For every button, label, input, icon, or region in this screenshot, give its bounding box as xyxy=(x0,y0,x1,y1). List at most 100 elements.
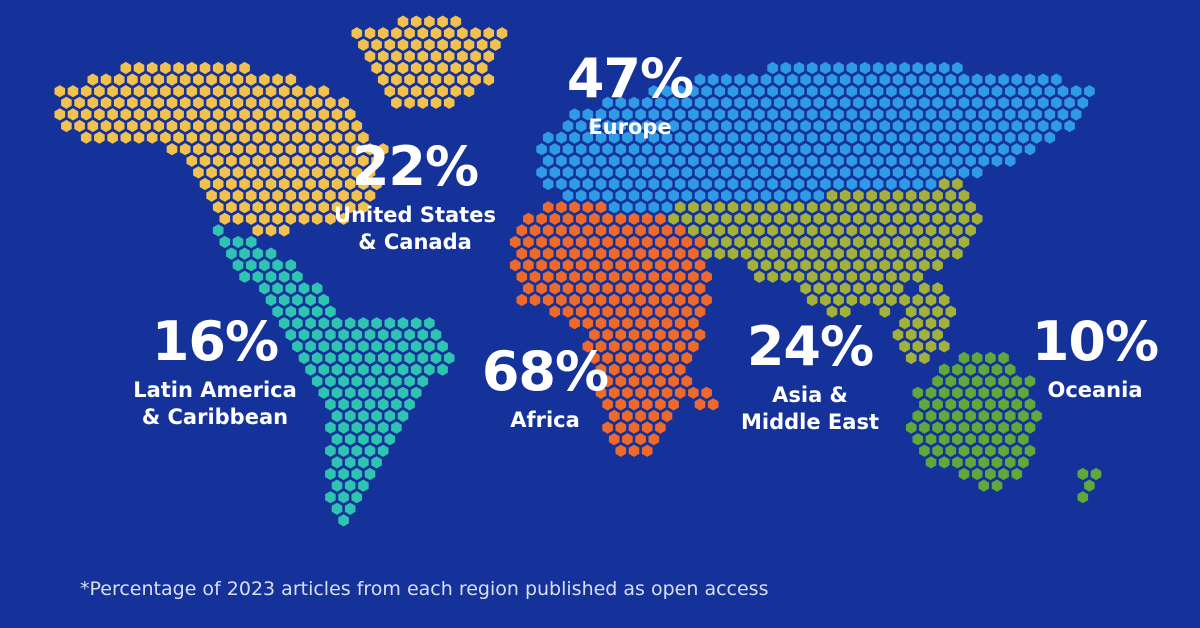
hex-cell xyxy=(872,61,884,75)
hex-cell xyxy=(1037,119,1049,133)
hex-cell xyxy=(952,108,963,121)
hex-cell xyxy=(879,166,891,179)
hex-cell xyxy=(760,119,772,133)
hex-cell xyxy=(206,119,217,133)
hex-cell xyxy=(589,235,600,249)
hex-cell xyxy=(575,259,587,272)
hex-cell xyxy=(912,224,924,237)
hex-cell xyxy=(549,235,561,249)
hex-cell xyxy=(806,177,818,191)
hex-cell xyxy=(780,247,792,260)
hex-cell xyxy=(701,154,712,167)
hex-cell xyxy=(635,154,646,167)
hex-cell xyxy=(688,270,699,283)
hex-cell xyxy=(635,317,646,330)
hex-cell xyxy=(265,270,277,283)
hex-cell xyxy=(872,177,884,191)
hex-cell xyxy=(351,467,363,481)
hex-cell xyxy=(377,143,389,156)
hex-cell xyxy=(925,340,937,353)
hex-cell xyxy=(932,143,943,156)
hex-cell xyxy=(707,398,719,411)
hex-cell xyxy=(787,235,798,249)
hex-cell xyxy=(754,154,765,167)
hex-cell xyxy=(1044,85,1056,98)
hex-cell xyxy=(681,119,693,133)
hex-cell xyxy=(226,61,237,75)
hex-cell xyxy=(371,386,382,399)
hex-cell xyxy=(80,85,92,98)
hex-cell xyxy=(245,119,257,133)
hex-cell xyxy=(278,224,290,237)
hex-cell xyxy=(325,305,336,318)
hex-cell xyxy=(351,351,363,365)
hex-cell xyxy=(905,119,917,133)
hex-cell xyxy=(199,108,211,121)
hex-cell xyxy=(331,433,343,446)
hex-cell xyxy=(635,340,646,353)
name-oceania: Oceania xyxy=(1047,378,1143,402)
hex-cell xyxy=(595,224,607,237)
hex-cell xyxy=(424,38,435,51)
hex-cell xyxy=(166,73,178,86)
hex-cell xyxy=(892,282,904,295)
hex-cell xyxy=(344,433,356,446)
hex-cell xyxy=(938,85,950,98)
hex-cell xyxy=(938,247,950,260)
hex-cell xyxy=(899,247,910,260)
hex-cell xyxy=(701,177,712,191)
hex-cell xyxy=(628,305,640,318)
hex-cell xyxy=(628,444,640,457)
hex-cell xyxy=(1024,96,1036,109)
hex-cell xyxy=(714,247,726,260)
hex-cell xyxy=(140,73,151,86)
hex-cell xyxy=(872,131,884,144)
hex-cell xyxy=(536,282,547,295)
hex-cell xyxy=(562,143,574,156)
hex-cell xyxy=(615,375,627,388)
hex-cell xyxy=(569,247,580,260)
hex-cell xyxy=(1051,96,1062,109)
hex-cell xyxy=(622,247,633,260)
hex-cell xyxy=(681,328,693,341)
hex-cell xyxy=(212,177,224,191)
hex-cell xyxy=(740,108,752,121)
hex-cell xyxy=(397,340,409,353)
hex-cell xyxy=(701,108,712,121)
hex-cell xyxy=(793,61,805,75)
hex-cell xyxy=(661,363,673,376)
hex-cell xyxy=(622,131,633,144)
hex-cell xyxy=(899,108,910,121)
hex-cell xyxy=(397,363,409,376)
hex-cell xyxy=(193,119,204,133)
hex-cell xyxy=(919,166,930,179)
hex-cell xyxy=(754,270,765,283)
hex-cell xyxy=(615,212,627,225)
hex-cell xyxy=(338,375,349,388)
percent-asia-middle-east: 24% xyxy=(746,315,874,378)
hex-cell xyxy=(556,177,567,191)
hex-cell xyxy=(859,270,871,283)
hex-cell xyxy=(641,444,653,457)
hex-cell xyxy=(1011,375,1023,388)
hex-cell xyxy=(919,212,930,225)
hex-cell xyxy=(575,282,587,295)
hex-cell xyxy=(806,293,818,307)
hex-cell xyxy=(991,108,1003,121)
hex-cell xyxy=(886,177,897,191)
hex-cell xyxy=(787,73,798,86)
hex-cell xyxy=(780,154,792,167)
hex-cell xyxy=(259,212,270,225)
hex-cell xyxy=(595,340,607,353)
hex-cell xyxy=(226,108,237,121)
hex-cell xyxy=(397,38,409,51)
hex-cell xyxy=(839,119,851,133)
hex-cell xyxy=(879,73,891,86)
hex-cell xyxy=(364,166,376,179)
hex-cell xyxy=(595,131,607,144)
hex-cell xyxy=(727,131,739,144)
hex-cell xyxy=(694,398,706,411)
hex-cell xyxy=(212,85,224,98)
hex-cell xyxy=(311,212,323,225)
hex-cell xyxy=(483,73,495,86)
